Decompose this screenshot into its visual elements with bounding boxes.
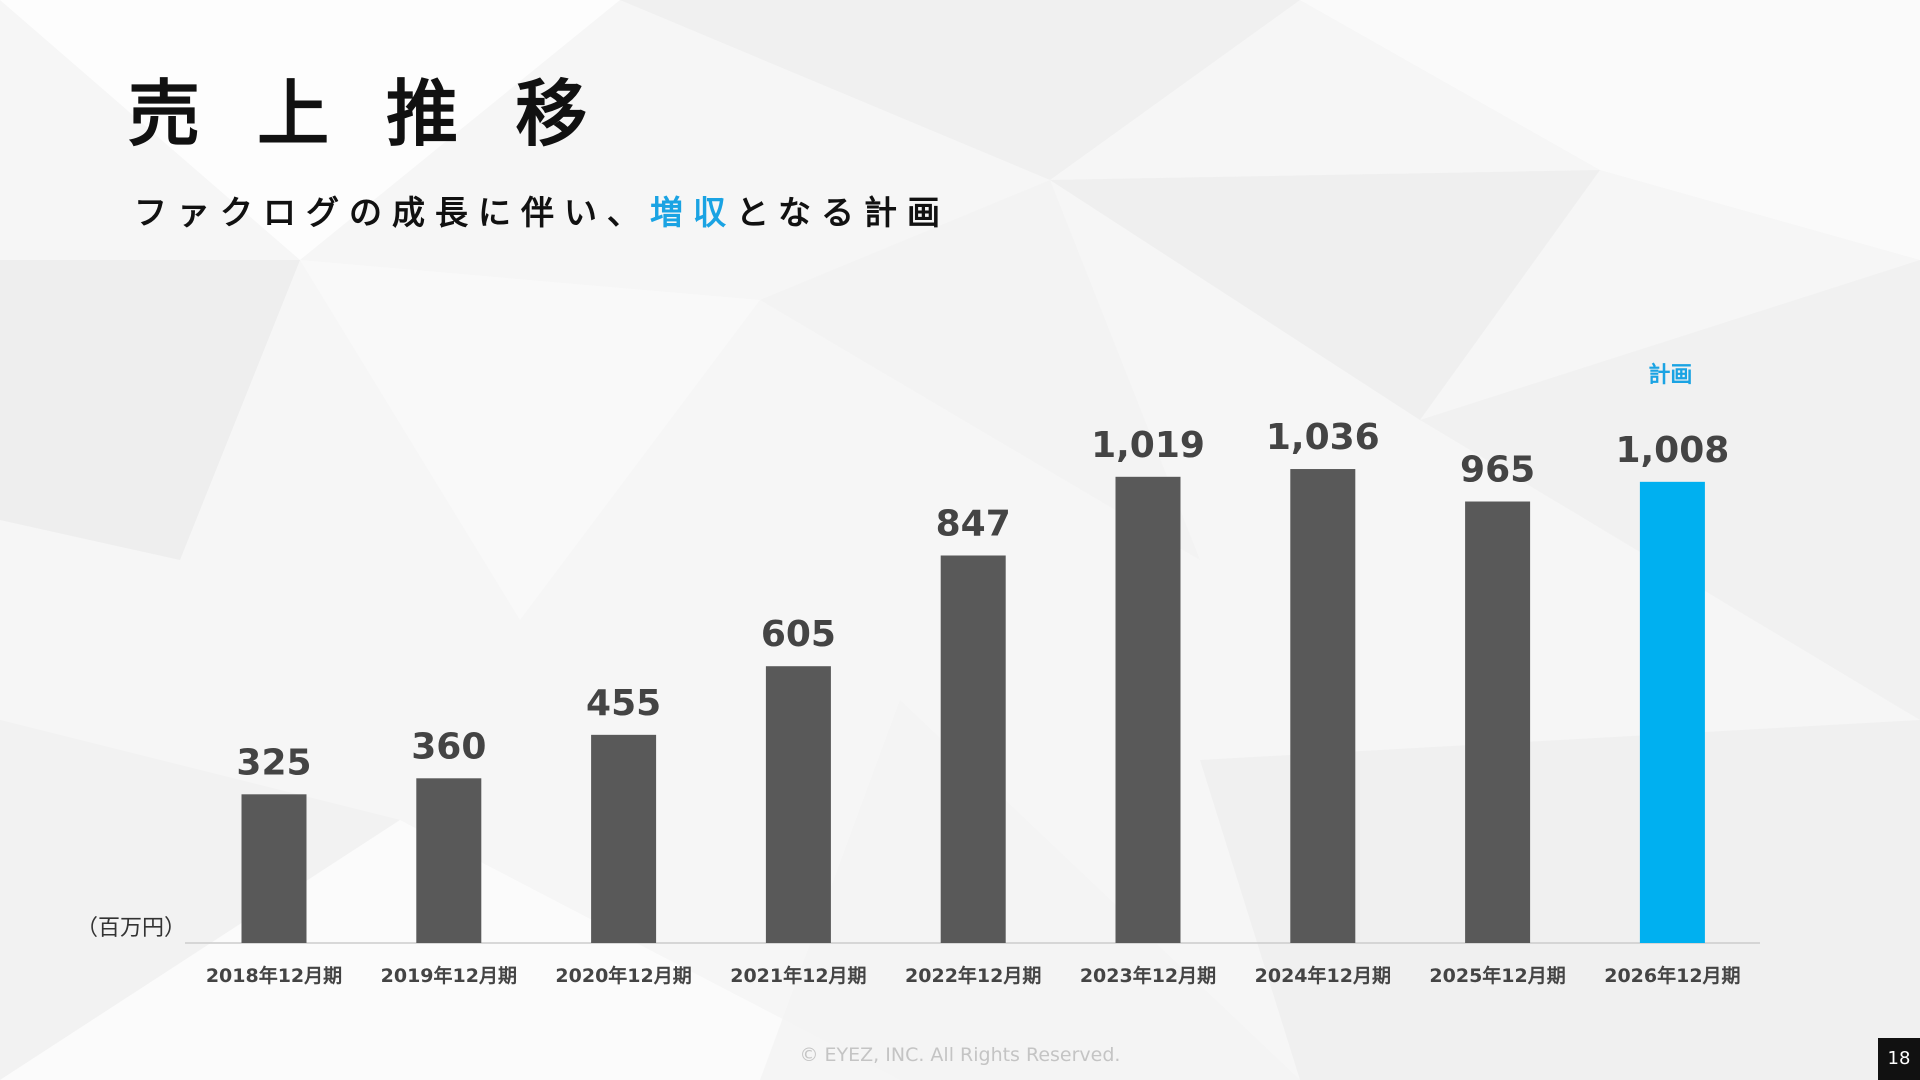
category-label-2: 2020年12月期 xyxy=(555,964,691,987)
bar-5 xyxy=(1115,476,1181,943)
bar-value-label-2: 455 xyxy=(586,683,661,724)
bar-value-label-3: 605 xyxy=(761,614,836,655)
category-label-0: 2018年12月期 xyxy=(206,964,342,987)
bar-0 xyxy=(241,794,307,943)
bar-value-label-6: 1,036 xyxy=(1266,417,1380,458)
page-subtitle: ファクログの成長に伴い、増収となる計画 xyxy=(134,196,950,229)
bar-value-label-0: 325 xyxy=(236,742,311,783)
bar-4 xyxy=(940,555,1006,943)
category-label-7: 2025年12月期 xyxy=(1429,964,1565,987)
bar-value-label-5: 1,019 xyxy=(1091,425,1205,466)
subtitle-suffix: となる計画 xyxy=(736,193,951,232)
bar-value-label-7: 965 xyxy=(1460,450,1535,491)
page-title: 売 上 推 移 xyxy=(128,72,604,156)
bar-8 xyxy=(1639,481,1705,943)
bar-6 xyxy=(1290,469,1356,943)
page-number: 18 xyxy=(1878,1038,1920,1080)
bar-7 xyxy=(1465,501,1531,943)
copyright-notice: © EYEZ, INC. All Rights Reserved. xyxy=(799,1044,1121,1066)
plan-label: 計画 xyxy=(1648,362,1692,388)
category-label-8: 2026年12月期 xyxy=(1604,964,1740,987)
category-label-5: 2023年12月期 xyxy=(1080,964,1216,987)
bar-value-label-8: 1,008 xyxy=(1615,430,1729,471)
bar-1 xyxy=(416,778,482,943)
subtitle-highlight: 増収 xyxy=(650,193,736,232)
category-label-6: 2024年12月期 xyxy=(1255,964,1391,987)
bar-3 xyxy=(765,666,831,943)
category-label-1: 2019年12月期 xyxy=(381,964,517,987)
unit-label: （百万円） xyxy=(76,916,187,941)
bar-value-label-4: 847 xyxy=(936,503,1011,544)
subtitle-prefix: ファクログの成長に伴い、 xyxy=(134,193,650,232)
bar-value-label-1: 360 xyxy=(411,726,486,767)
bar-2 xyxy=(591,734,657,943)
category-label-4: 2022年12月期 xyxy=(905,964,1041,987)
category-label-3: 2021年12月期 xyxy=(730,964,866,987)
